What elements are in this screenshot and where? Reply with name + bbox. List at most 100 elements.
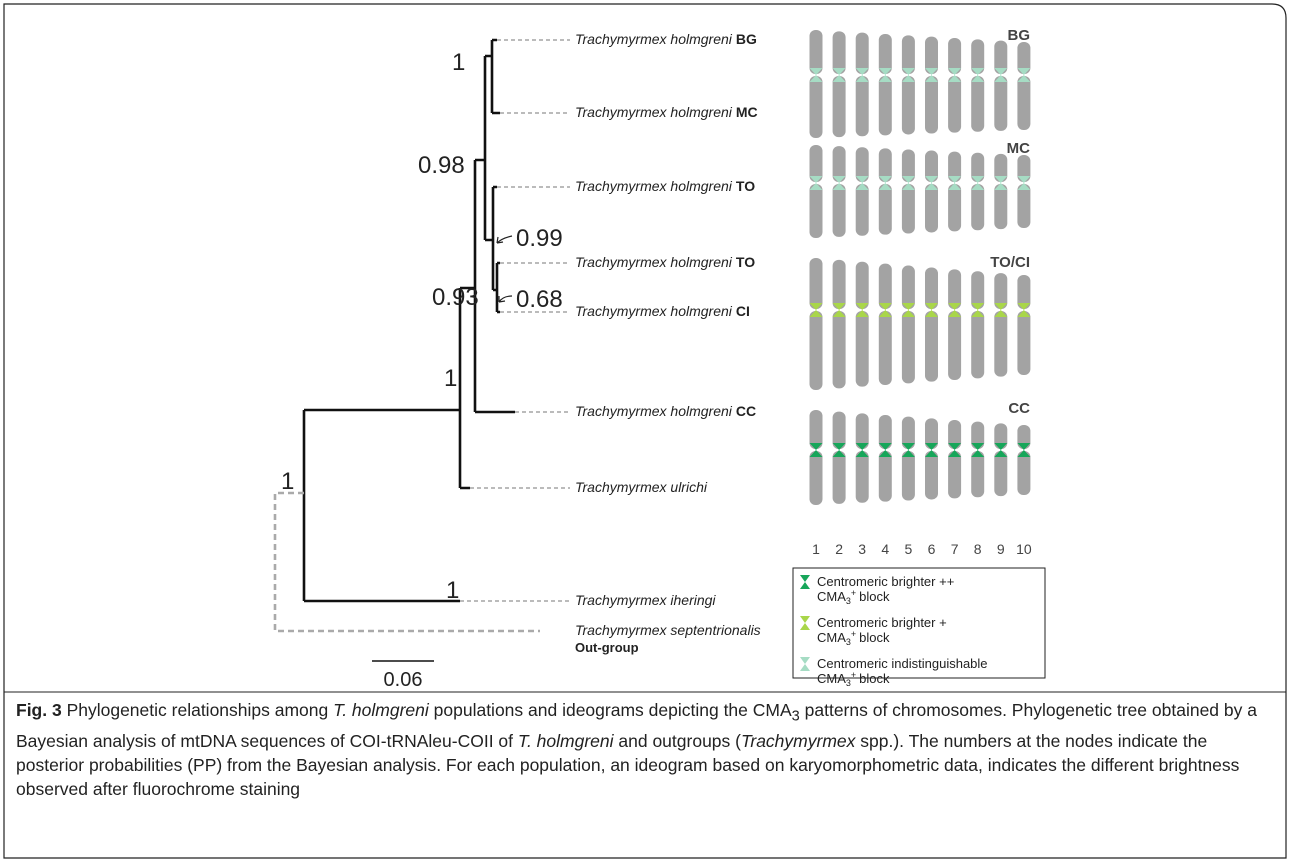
population-code: MC xyxy=(736,104,758,120)
centromere xyxy=(901,68,915,82)
centromere xyxy=(1017,303,1031,317)
chromosome-arm xyxy=(809,311,823,390)
caption-text: 3 xyxy=(791,708,800,725)
legend-text: CMA3+ block xyxy=(817,670,890,688)
frame xyxy=(3,3,1287,859)
leaf-label: Trachymyrmex holmgreni BG xyxy=(575,31,757,47)
legend-item: Centromeric brighter +CMA3+ block xyxy=(800,615,947,647)
support-label: 0.68 xyxy=(516,286,563,313)
chromosome-arm xyxy=(832,411,846,449)
chromosome-arm xyxy=(901,311,915,384)
chromosome-arm xyxy=(948,311,962,380)
ideogram-label: TO/CI xyxy=(990,254,1030,271)
branches xyxy=(302,38,515,603)
legend-text: Centromeric brighter ++ xyxy=(817,574,954,589)
chromosome-arm xyxy=(832,146,846,182)
chromosome-arm xyxy=(878,263,892,309)
legend-text: CMA xyxy=(817,589,846,604)
chromosome-arm xyxy=(855,413,869,449)
centromere xyxy=(832,68,846,82)
leaf-label: Trachymyrmex holmgreni CI xyxy=(575,303,750,319)
centromere xyxy=(901,443,915,457)
chromosome-arm xyxy=(994,273,1008,309)
centromere xyxy=(971,443,985,457)
support-label: 0.99 xyxy=(516,225,563,252)
chromosome-arm xyxy=(925,150,938,182)
legend-text: + xyxy=(851,670,856,680)
chromosome-arm xyxy=(855,311,869,387)
chromosome-arm xyxy=(948,451,962,499)
legend-text: + xyxy=(851,588,856,598)
caption-text: populations and ideograms depicting the … xyxy=(428,700,792,720)
chromosome-arm xyxy=(948,420,962,449)
chromosome-arm xyxy=(971,39,985,74)
legend-text: Centromeric brighter + xyxy=(817,615,947,630)
centromere xyxy=(925,303,938,317)
legend-text: 3 xyxy=(846,678,851,688)
caption-text: T. holmgreni xyxy=(517,730,614,751)
chromosome-number: 8 xyxy=(974,541,982,557)
chromosome-arm xyxy=(925,76,938,134)
leaf-label: Trachymyrmex holmgreni CC xyxy=(575,403,756,419)
caption-text: spp.). The numbers at the nodes indicate… xyxy=(16,730,1240,799)
chromosome-arm xyxy=(1017,451,1031,495)
caption: Fig. 3 Phylogenetic relationships among … xyxy=(16,698,1274,801)
leaf-label: Trachymyrmex holmgreni TO xyxy=(575,178,755,194)
taxon-name: Trachymyrmex holmgreni xyxy=(575,303,733,319)
chromosome-arm xyxy=(971,311,985,379)
chromosome-arm xyxy=(971,184,985,231)
chromosome-arm xyxy=(994,40,1008,74)
chromosome-arm xyxy=(855,76,869,137)
chromosome-number: 5 xyxy=(905,541,913,557)
legend-text: CMA xyxy=(817,630,846,645)
chromosome-number: 2 xyxy=(835,541,843,557)
centromere xyxy=(809,68,823,82)
chromosome-arm xyxy=(855,184,869,236)
chromosome-arm xyxy=(1017,42,1031,74)
taxon-name: Trachymyrmex holmgreni xyxy=(575,178,733,194)
legend-text: CMA3+ block xyxy=(817,629,890,647)
support-label: 1 xyxy=(452,49,465,76)
leaf-label: Trachymyrmex iheringi xyxy=(575,592,716,608)
chromosome-arm xyxy=(832,76,846,138)
population-code: CI xyxy=(736,303,750,319)
centromere xyxy=(948,176,962,190)
legend-text: + xyxy=(851,629,856,639)
chromosome-arm xyxy=(1017,184,1031,228)
support-label: 1 xyxy=(446,577,459,604)
chromosome-arm xyxy=(994,311,1008,377)
support-label: 0.93 xyxy=(432,284,479,311)
chromosome-arm xyxy=(878,76,892,136)
centromere xyxy=(809,303,823,317)
chromosome-arm xyxy=(1017,76,1031,130)
arrow xyxy=(496,235,513,244)
chromosome-arm xyxy=(855,261,869,309)
legend-item: Centromeric brighter ++CMA3+ block xyxy=(800,574,954,606)
leaf-label: Trachymyrmex holmgreni MC xyxy=(575,104,758,120)
taxon-name: Trachymyrmex ulrichi xyxy=(575,479,708,495)
chromosome-arm xyxy=(994,423,1008,449)
chromosome-number: 10 xyxy=(1016,541,1032,557)
legend-text: block xyxy=(859,589,890,604)
outgroup-label: Out-group xyxy=(575,640,639,655)
centromere xyxy=(1017,176,1031,190)
chromosome-arm xyxy=(971,152,985,182)
taxon-name: Trachymyrmex holmgreni xyxy=(575,254,733,270)
chromosome-arm xyxy=(832,311,846,389)
chromosome-arm xyxy=(855,32,869,74)
chromosome-arm xyxy=(809,184,823,238)
chromosome-arm xyxy=(809,451,823,505)
chromosome-arm xyxy=(809,258,823,309)
centromere xyxy=(809,443,823,457)
support-label: 0.98 xyxy=(418,152,465,179)
taxon-name: Trachymyrmex holmgreni xyxy=(575,403,733,419)
centromere xyxy=(1017,68,1031,82)
ideogram: MC xyxy=(809,140,1031,238)
taxon-name: Trachymyrmex holmgreni xyxy=(575,31,733,47)
leaf-label: Trachymyrmex holmgreni TO xyxy=(575,254,755,270)
outgroup-branch xyxy=(273,491,540,633)
chromosome-number: 3 xyxy=(858,541,866,557)
